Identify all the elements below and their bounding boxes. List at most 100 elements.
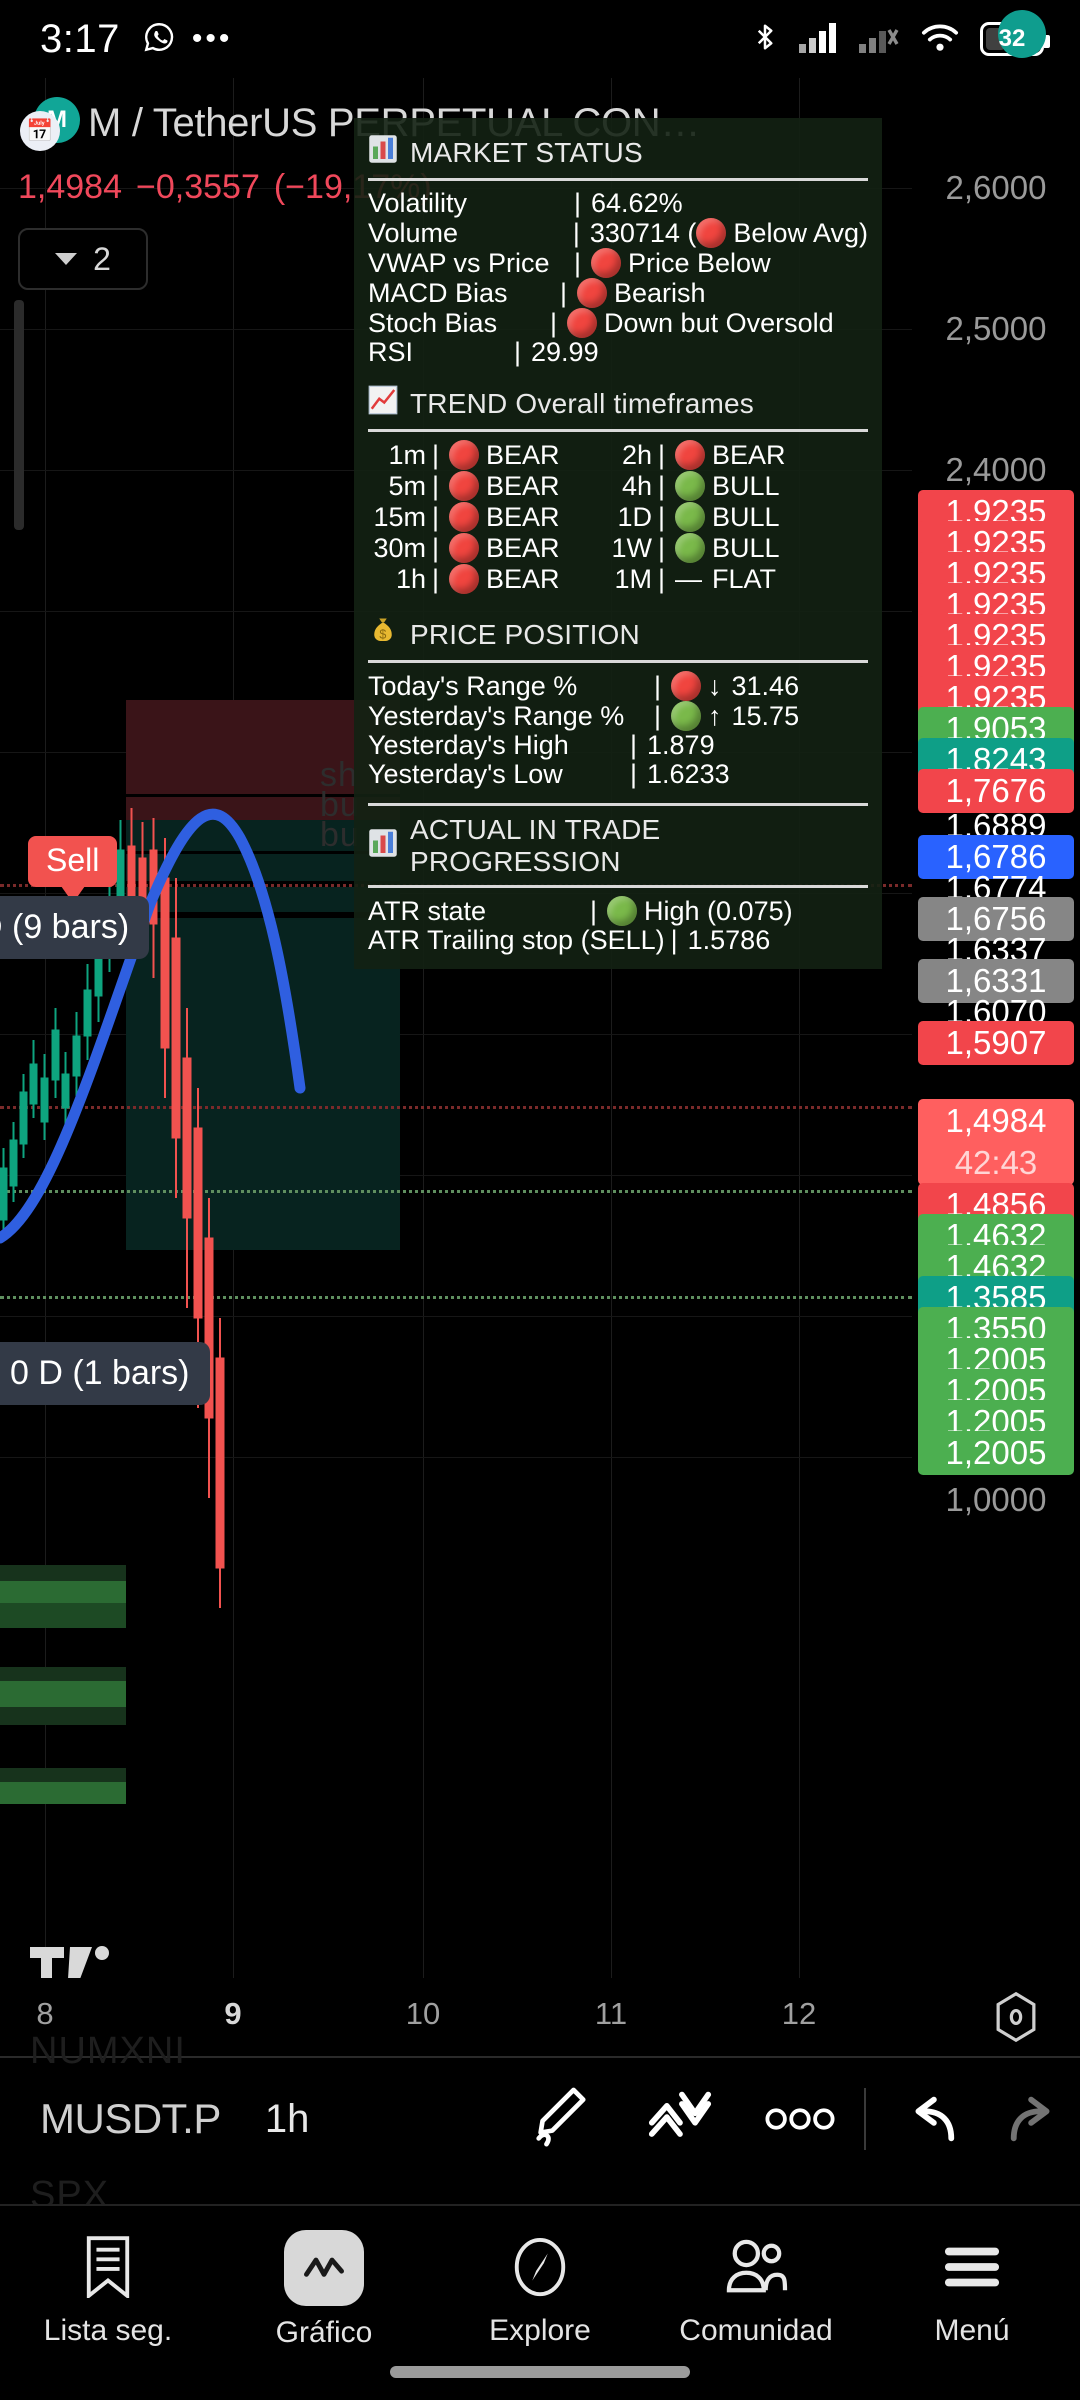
- symbol-avatar-group: M 📅: [16, 95, 86, 151]
- price-scale[interactable]: 2,6000 2,5000 2,4000 1,9235 1,9235 1,923…: [912, 78, 1080, 1978]
- row-label: MACD Bias: [368, 277, 508, 308]
- status-dot-red: [696, 218, 727, 248]
- trend-rows: 1m | BEAR 2h | BEAR 5m | BEAR 4h | BULL 15m | BEAR…: [368, 440, 868, 594]
- chart-toolbar[interactable]: MUSDT.P 1h: [0, 2064, 1080, 2174]
- chart-increasing-icon: [368, 385, 398, 422]
- trend-tf: 1D: [617, 502, 652, 532]
- row-value-tail: Below Avg): [733, 217, 868, 248]
- trend-value: BEAR: [486, 471, 560, 501]
- wifi-icon: [918, 20, 962, 59]
- row-value: 31.46: [731, 670, 800, 701]
- time-axis[interactable]: 8 9 10 11 12: [0, 1978, 1080, 2056]
- redo-arrow-icon[interactable]: [990, 2064, 1080, 2174]
- bottom-navigation[interactable]: Lista seg. Gráfico Explore Comunidad Men…: [0, 2204, 1080, 2400]
- price-label-badge: 1,6331: [918, 959, 1074, 1003]
- nav-label: Lista seg.: [43, 2314, 173, 2347]
- toolbar-divider: [864, 2088, 866, 2150]
- zone-label-buy-1: bu: [320, 786, 360, 824]
- nav-item-menu[interactable]: Menú: [864, 2206, 1080, 2400]
- nav-item-community[interactable]: Comunidad: [648, 2206, 864, 2400]
- price-label-badge: 1,2005: [918, 1431, 1074, 1475]
- undo-arrow-icon[interactable]: [870, 2064, 990, 2174]
- row-value: Price Below: [628, 247, 771, 278]
- volume-profile-band: [0, 1681, 126, 1707]
- trend-value: BULL: [712, 502, 780, 532]
- left-axis-handle[interactable]: [14, 300, 24, 530]
- price-label-badge: 1,6756: [918, 897, 1074, 941]
- bar-countdown-label: 42:43: [918, 1141, 1074, 1185]
- battery-level-text: 32: [998, 25, 1026, 52]
- chart-settings-icon[interactable]: [994, 1991, 1038, 2043]
- cellular-signal-weak-icon: [858, 20, 900, 59]
- market-status-panel[interactable]: MARKET STATUS Volatility | 64.62% Volume | 3…: [354, 118, 882, 969]
- money-bag-icon: $: [368, 616, 398, 653]
- sell-signal-badge[interactable]: Sell: [28, 836, 118, 903]
- bar-chart-icon: [368, 134, 398, 171]
- price-label-badge: 1,5907: [918, 1021, 1074, 1065]
- entry-level-line: [0, 1106, 912, 1109]
- nav-label: Menú: [934, 2314, 1010, 2347]
- status-dot-green: [675, 533, 706, 563]
- trend-title: TREND Overall timeframes: [410, 387, 754, 419]
- row-label: Yesterday's Low: [368, 759, 563, 789]
- whatsapp-icon: [142, 20, 176, 59]
- nav-label: Comunidad: [679, 2314, 833, 2347]
- price-tick: 2,4000: [945, 451, 1047, 488]
- status-dot-red: [449, 533, 480, 563]
- row-value: 15.75: [731, 700, 800, 731]
- compass-icon: [510, 2230, 570, 2304]
- more-options-icon[interactable]: [740, 2064, 860, 2174]
- status-bar-clock: 3:17: [40, 16, 120, 61]
- status-dot-red: [449, 502, 480, 532]
- nav-item-chart[interactable]: Gráfico: [216, 2206, 432, 2400]
- arrow-down-icon: ↓: [708, 670, 722, 701]
- nav-item-explore[interactable]: Explore: [432, 2206, 648, 2400]
- regression-curve: [0, 808, 306, 1244]
- market-status-header: MARKET STATUS: [368, 134, 868, 171]
- toolbar-interval[interactable]: 1h: [264, 2096, 310, 2141]
- volume-profile-band: [0, 1667, 126, 1681]
- market-status-title: MARKET STATUS: [410, 136, 643, 168]
- bluetooth-icon: [750, 19, 780, 60]
- trend-tf: 1h: [395, 564, 426, 594]
- home-indicator[interactable]: [390, 2366, 690, 2378]
- trend-value: BEAR: [486, 440, 560, 470]
- cellular-signal-icon: [798, 20, 840, 59]
- row-value: 1.5786: [687, 925, 771, 955]
- status-dot-red: [567, 308, 598, 338]
- volume-profile-band: [0, 1603, 126, 1628]
- market-status-dot: [998, 10, 1046, 58]
- more-dots-icon: •••: [191, 22, 233, 55]
- toolbar-symbol[interactable]: MUSDT.P: [40, 2095, 221, 2142]
- status-dot-green: [607, 896, 638, 926]
- trend-tf: 5m: [388, 471, 426, 501]
- price-label-badge: 1,7676: [918, 769, 1074, 813]
- position-tooltip-upper[interactable]: D (9 bars): [0, 896, 150, 959]
- trade-progression-title: ACTUAL IN TRADE PROGRESSION: [410, 814, 661, 877]
- row-value: High (0.075): [644, 895, 793, 926]
- pencil-icon[interactable]: [500, 2064, 620, 2174]
- target-level-line-2: [0, 1296, 912, 1299]
- price-change: −0,3557: [136, 168, 260, 206]
- zigzag-chevrons-icon[interactable]: [620, 2064, 740, 2174]
- trend-value: BEAR: [486, 533, 560, 563]
- trend-value: BULL: [712, 533, 780, 563]
- price-label-badge: 1,6786: [918, 835, 1074, 879]
- flat-dash-icon: —: [675, 564, 703, 594]
- trend-value: BULL: [712, 471, 780, 501]
- leg-count-chip[interactable]: 2: [18, 228, 148, 290]
- row-label: Stoch Bias: [368, 307, 498, 338]
- trend-value: FLAT: [712, 564, 777, 594]
- nav-item-watchlist[interactable]: Lista seg.: [0, 2206, 216, 2400]
- status-dot-red: [671, 671, 702, 701]
- volume-profile-band: [0, 1581, 126, 1603]
- price-tick: 2,6000: [945, 169, 1047, 206]
- price-tick: 2,5000: [945, 310, 1047, 347]
- position-tooltip-lower[interactable]: 0 D (1 bars): [0, 1342, 210, 1405]
- chevron-down-icon: [55, 253, 78, 265]
- row-value: 1.6233: [647, 759, 730, 789]
- time-tick: 9: [224, 1996, 242, 2031]
- status-bar-system-icons: 32: [750, 19, 1050, 60]
- row-value: Down but Oversold: [604, 307, 834, 338]
